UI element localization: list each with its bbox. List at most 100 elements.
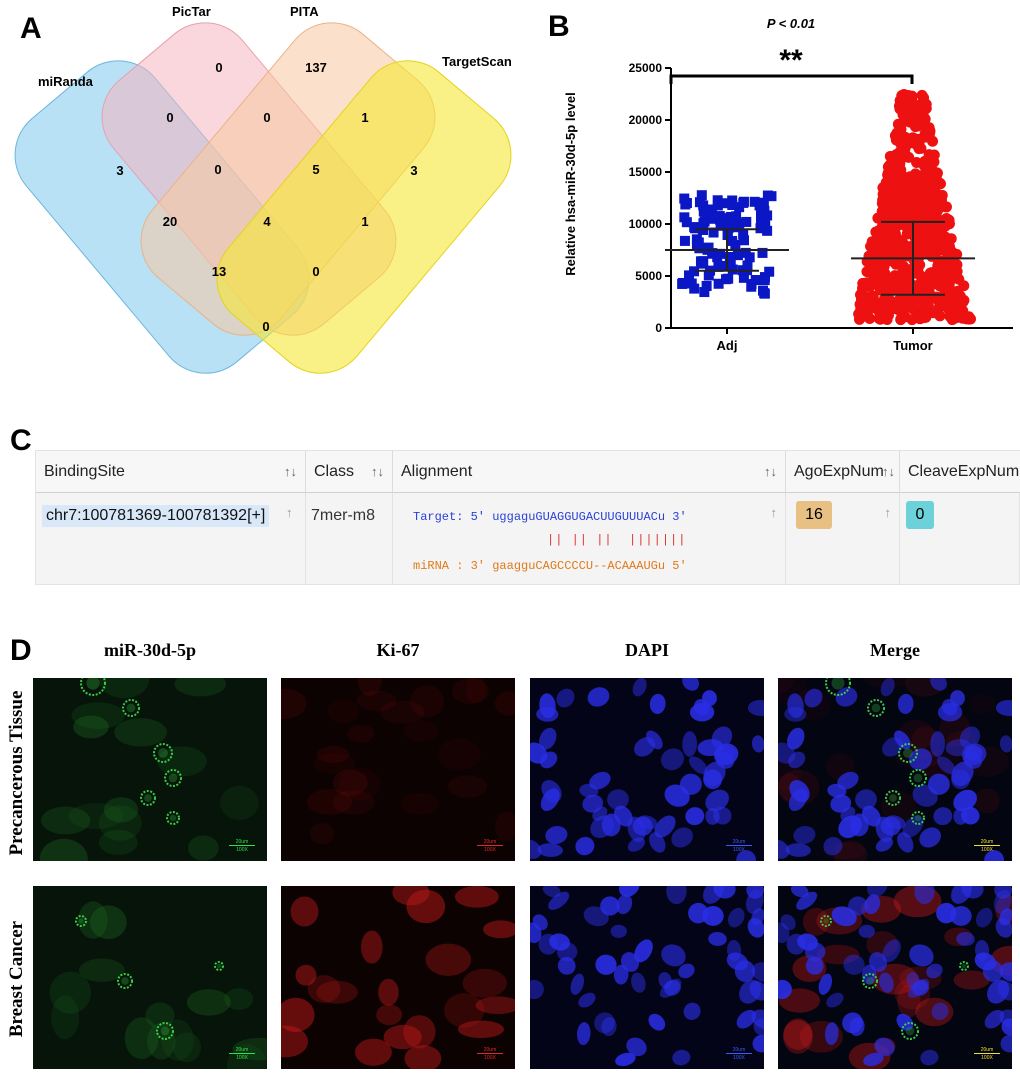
panel-label-b: B <box>548 10 570 43</box>
nucleus <box>545 826 568 845</box>
nucleus <box>788 751 806 769</box>
sort-icon[interactable]: ↑↓ <box>882 464 895 479</box>
mir30d-signal <box>156 1022 174 1040</box>
data-point <box>727 264 738 275</box>
data-point <box>883 213 895 225</box>
nucleus <box>953 808 968 825</box>
sort-icon[interactable]: ↑↓ <box>284 464 297 479</box>
mir30d-signal <box>122 699 140 717</box>
nucleus <box>882 939 901 963</box>
data-point <box>723 220 734 231</box>
y-tick-label: 10000 <box>629 217 663 231</box>
binding-site-value[interactable]: chr7:100781369-100781392[+] <box>42 505 270 527</box>
mir30d-signal <box>862 973 878 989</box>
data-point <box>741 216 752 227</box>
scale-bar: 20um 100X <box>974 839 1000 853</box>
nucleus <box>920 1049 939 1066</box>
background-signal <box>71 702 125 729</box>
data-point <box>890 199 902 211</box>
cell-alignment: Target: 5' uggaguGUAGGUGACUUGUUUACu 3' |… <box>393 493 786 585</box>
nucleus <box>835 687 858 707</box>
mir30d-signal <box>867 699 885 717</box>
sort-icon[interactable]: ↑↓ <box>371 464 384 479</box>
match-lines: || || || ||||||| <box>547 533 687 547</box>
cell-ago-exp-num: 16 ↑ <box>786 493 900 585</box>
column-header-class[interactable]: Class ↑↓ <box>306 451 393 493</box>
micrograph-render <box>530 886 764 1067</box>
ki67-signal <box>462 968 507 998</box>
ki67-signal <box>338 767 381 801</box>
ki67-signal <box>400 792 440 815</box>
micrograph-cancer-merge: 20um 100X <box>778 886 1012 1069</box>
data-point <box>689 283 700 294</box>
nucleus <box>579 783 599 798</box>
background-signal <box>172 1032 201 1063</box>
data-point <box>885 273 897 285</box>
data-point <box>909 137 921 149</box>
mir30d-signal-core <box>823 918 829 924</box>
column-header-dapi: DAPI <box>625 640 669 660</box>
nucleus <box>708 932 727 946</box>
venn-set-targetscan <box>216 60 512 374</box>
data-point <box>857 295 869 307</box>
data-point <box>926 279 938 291</box>
data-point <box>738 229 749 240</box>
background-signal <box>224 988 254 1010</box>
ki67-signal <box>313 753 356 775</box>
ki67-signal <box>494 811 515 842</box>
scale-bar-label: 20um <box>732 1047 746 1053</box>
background-signal <box>98 678 150 699</box>
magnification-label: 100X <box>484 1055 496 1061</box>
column-header-agoexpnum[interactable]: AgoExpNum ↑↓ <box>786 451 900 493</box>
micrograph-render <box>778 886 1012 1069</box>
ki67-signal <box>378 978 399 1006</box>
background-signal <box>188 835 219 861</box>
background-signal <box>124 1017 159 1060</box>
mir30d-signal-core <box>903 748 913 758</box>
background-signal <box>78 958 125 982</box>
data-point <box>698 206 709 217</box>
data-point <box>863 250 875 262</box>
ki67-signal <box>316 980 358 1004</box>
x-tick-label: Tumor <box>893 338 932 353</box>
ki67-signal <box>448 775 487 798</box>
column-header-ki67: Ki-67 <box>376 640 420 660</box>
nucleus <box>711 726 733 749</box>
nucleus <box>682 731 698 757</box>
mir30d-signal-core <box>913 773 923 783</box>
background-signal <box>220 785 259 821</box>
nucleus <box>530 979 544 1000</box>
sort-icon[interactable]: ↑↓ <box>764 464 777 479</box>
ki67-signal <box>356 690 397 712</box>
column-header-cleaveexpnum[interactable]: CleaveExpNum <box>900 451 1020 493</box>
mir30d-signal <box>153 743 173 763</box>
mir30d-signal-core <box>78 918 84 924</box>
nucleus <box>739 979 762 1004</box>
micrograph-render <box>281 886 515 1069</box>
data-point <box>732 250 743 261</box>
panel-label-c: C <box>10 424 32 457</box>
data-point <box>897 109 909 121</box>
scale-bar-line <box>229 845 255 846</box>
nucleus <box>594 1012 615 1034</box>
ki67-signal <box>970 693 995 715</box>
nucleus <box>734 960 756 982</box>
column-header-alignment[interactable]: Alignment ↑↓ <box>393 451 786 493</box>
data-point <box>912 193 924 205</box>
column-header-bindingsite[interactable]: BindingSite ↑↓ <box>36 451 306 493</box>
nucleus <box>576 1022 591 1046</box>
nucleus <box>827 783 847 798</box>
data-point <box>708 227 719 238</box>
binding-site-table: BindingSite ↑↓ Class ↑↓ Alignment ↑↓ Ago… <box>35 450 1020 585</box>
ki67-signal <box>437 738 481 771</box>
data-point <box>721 274 732 285</box>
nucleus <box>778 839 790 859</box>
nucleus <box>747 700 764 717</box>
nucleus <box>626 1037 647 1057</box>
nucleus <box>930 678 948 691</box>
nucleus <box>716 745 735 761</box>
nucleus <box>702 690 717 707</box>
mir30d-signal-core <box>905 1026 915 1036</box>
micrograph-render <box>530 678 764 861</box>
nucleus <box>752 1034 764 1053</box>
